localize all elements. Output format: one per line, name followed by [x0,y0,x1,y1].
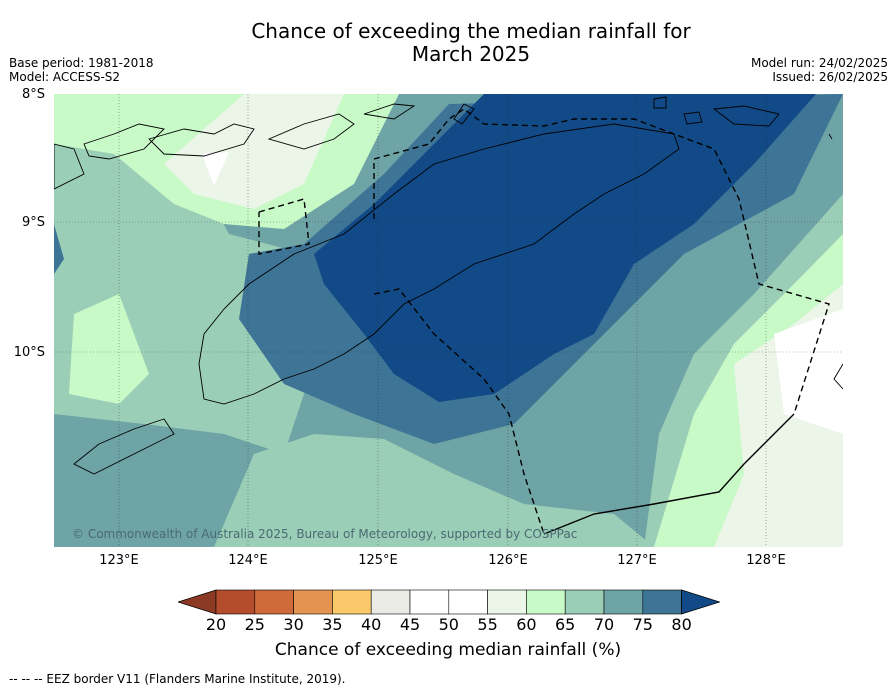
eez-solid-segment [543,413,795,535]
lat-label-10s: 10°S [13,345,45,360]
colorbar-segment [370,589,411,615]
colorbar-segment [215,589,256,615]
colorbar-tick-label: 60 [516,615,537,634]
band-75-80-west [54,224,64,274]
colorbar-tick-label: 40 [361,615,382,634]
eez-border [258,108,830,535]
lat-label-9s: 9°S [21,215,45,230]
map-title-line2: March 2025 [411,42,531,66]
colorbar-tick-label: 55 [477,615,498,634]
eez-legend-footnote: -- -- -- EEZ border V11 (Flanders Marine… [9,672,346,686]
lon-label-128e: 128°E [746,553,786,568]
colorbar-segment [564,589,605,615]
band-50-55-north [202,152,229,186]
band-65-70-south [214,434,654,547]
colorbar [178,589,720,615]
band-60-65-west [69,294,149,404]
issued-text: Issued: 26/02/2025 [772,70,888,84]
colorbar-tick-label: 65 [555,615,576,634]
lon-label-125e: 125°E [358,553,398,568]
colorbar-tick-label: 45 [399,615,421,634]
map-title-line1: Chance of exceeding the median rainfall … [251,19,691,43]
model-run-text: Model run: 24/02/2025 [750,56,888,70]
colorbar-tick-label: 75 [632,615,653,634]
lon-label-124e: 124°E [228,553,268,568]
colorbar-segment [293,589,333,615]
lon-label-126e: 126°E [488,553,528,568]
lon-label-127e: 127°E [617,553,657,568]
colorbar-tick-label: 30 [283,615,304,634]
colorbar-tick-label: 50 [438,615,459,634]
colorbar-title: Chance of exceeding median rainfall (%) [274,640,622,660]
model-text: Model: ACCESS-S2 [9,70,121,84]
colorbar-segment [409,589,450,615]
rainfall-map [54,94,843,547]
meta-left: Base period: 1981-2018 Model: ACCESS-S2 [9,56,154,84]
band-80-plus [314,94,816,402]
colorbar-extend-high [681,589,720,615]
copyright-text: © Commonwealth of Australia 2025, Bureau… [72,527,578,541]
colorbar-segment [332,589,372,615]
lon-label-123e: 123°E [99,553,139,568]
colorbar-tick-label: 20 [205,615,227,634]
colorbar-extend-low [178,589,217,615]
colorbar-segment [603,589,644,615]
band-50-55-east [774,309,843,434]
lat-label-8s: 8°S [21,87,45,102]
map-title: Chance of exceeding the median rainfall … [0,20,896,66]
colorbar-tick-label: 70 [593,615,615,634]
coastlines [54,96,843,475]
meta-right: Model run: 24/02/2025 Issued: 26/02/2025 [751,56,888,84]
colorbar-segment [448,589,488,615]
colorbar-tick-label: 25 [244,615,265,634]
colorbar-tick-label: 35 [322,615,343,634]
band-55-60-north [164,94,344,209]
graticule [54,94,843,547]
colorbar-segment [254,589,294,615]
colorbar-tick-label: 80 [671,615,692,634]
map-canvas [54,94,843,547]
base-period-text: Base period: 1981-2018 [9,56,154,70]
colorbar-segment [487,589,527,615]
colorbar-segment [642,589,682,615]
colorbar-segment [526,589,566,615]
